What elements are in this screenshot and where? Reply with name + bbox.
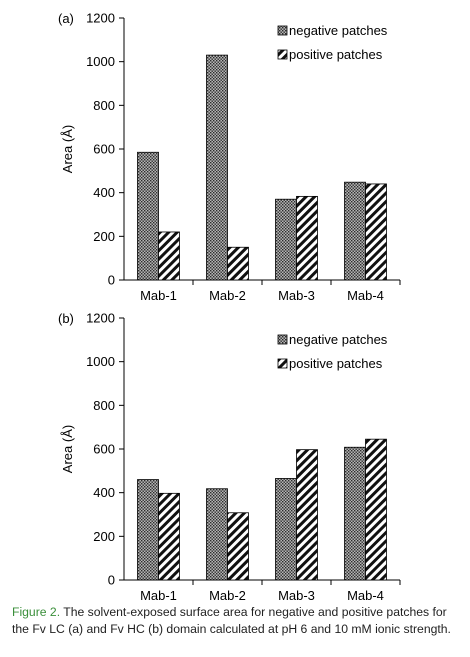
y-tick-label: 1000 [86,354,115,369]
bar-positive-mab-3 [296,449,318,581]
legend-label: negative patches [289,23,388,38]
caption-text: The solvent-exposed surface area for neg… [12,605,451,636]
bar-positive-mab-4 [365,183,387,281]
x-tick-label: Mab-2 [209,288,246,303]
caption-label: Figure 2. [12,605,61,619]
bar-negative-mab-1 [137,479,159,581]
panel-label: (a) [58,11,74,26]
y-tick-label: 800 [93,98,115,113]
legend-label: negative patches [289,332,388,347]
bar-negative-mab-3 [275,198,297,281]
y-tick-label: 200 [93,229,115,244]
y-tick-label: 1200 [86,311,115,326]
chart-panel-a: 0 200 400 600 800 1000 1200 (a) Area (Å) Mab-1 Mab… [58,11,401,303]
figure-caption: Figure 2. The solvent-exposed surface ar… [12,604,464,638]
panel-label: (b) [58,311,74,326]
bar-negative-mab-3 [275,478,297,581]
y-tick-label: 200 [93,529,115,544]
y-tick-label: 600 [93,142,115,157]
bar-negative-mab-4 [344,181,366,281]
y-tick-label: 400 [93,185,115,200]
x-tick-label: Mab-1 [140,588,177,600]
x-tick-label: Mab-2 [209,588,246,600]
legend-swatch [277,49,288,60]
y-tick-label: 0 [108,273,115,288]
bar-negative-mab-2 [206,488,228,581]
x-tick-label: Mab-1 [140,288,177,303]
x-tick-label: Mab-3 [278,588,315,600]
y-tick-label: 400 [93,485,115,500]
bar-positive-mab-1 [158,231,180,281]
y-axis-label: Area (Å) [60,425,75,473]
y-tick-label: 600 [93,442,115,457]
figure: 0 200 400 600 800 1000 1200 (a) Area (Å) Mab-1 Mab… [58,11,401,600]
chart-panel-b: 0 200 400 600 800 1000 1200 (b) Area (Å) Mab-1 Mab… [58,311,401,600]
y-tick-label: 0 [108,573,115,588]
legend-swatch [277,358,288,369]
bar-negative-mab-1 [137,151,159,281]
legend-label: positive patches [289,47,383,62]
x-tick-label: Mab-3 [278,288,315,303]
x-tick-label: Mab-4 [347,288,384,303]
bar-positive-mab-2 [227,512,249,581]
bar-positive-mab-4 [365,438,387,581]
legend-swatch [277,334,288,345]
y-tick-label: 1000 [86,54,115,69]
bar-positive-mab-3 [296,195,318,281]
y-axis-label: Area (Å) [60,125,75,173]
legend-label: positive patches [289,356,383,371]
x-tick-label: Mab-4 [347,588,384,600]
legend-swatch [277,25,288,36]
bar-positive-mab-2 [227,246,249,281]
y-tick-label: 1200 [86,11,115,26]
bar-negative-mab-2 [206,54,228,281]
bar-positive-mab-1 [158,492,180,581]
y-tick-label: 800 [93,398,115,413]
bar-negative-mab-4 [344,446,366,581]
